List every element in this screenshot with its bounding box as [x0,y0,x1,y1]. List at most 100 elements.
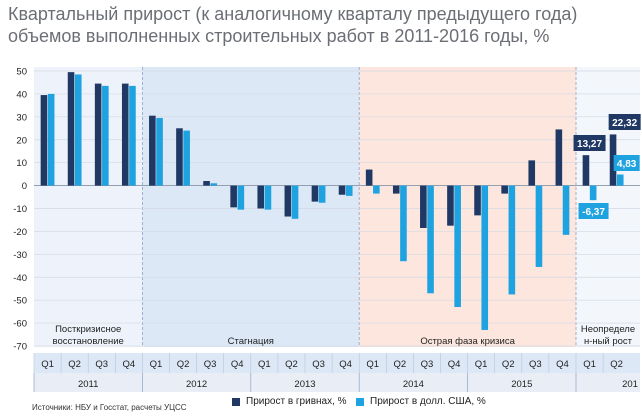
year-label: 201 [622,379,638,390]
data-label-box [608,114,641,130]
x-tick-label: Q1 [150,359,163,370]
phase-label: н-ный рост [584,336,633,347]
data-label-box [573,135,606,151]
bar-uah [149,115,156,186]
x-tick-label: Q3 [529,359,542,370]
legend-usd-swatch [356,397,364,406]
data-label-box [578,203,609,219]
year-axis-band [34,373,640,392]
y-tick-label: -60 [13,319,27,330]
x-tick-label: Q3 [421,359,434,370]
bar-usd [508,185,516,295]
phase-label: восстановление [53,336,124,347]
data-label: 22,32 [612,118,637,129]
bar-usd [129,85,136,186]
x-tick-label: Q4 [339,359,352,370]
year-label: 2011 [78,379,98,390]
y-tick-label: 40 [16,89,27,100]
bar-usd [535,185,543,267]
x-tick-label: Q1 [258,359,271,370]
bar-usd [400,185,407,262]
y-tick-label: -30 [13,250,27,261]
bar-usd [318,185,326,203]
phase-background [142,67,360,347]
bar-uah [338,185,346,195]
bar-uah [420,185,427,228]
bar-uah [40,95,48,186]
bar-uah [176,128,183,186]
bar-usd [47,93,55,186]
y-tick-label: -70 [13,342,27,353]
year-label: 2014 [403,379,424,390]
bar-uah [447,185,454,226]
legend-uah-swatch [232,397,240,406]
bar-usd [373,185,380,194]
year-label: 2012 [186,379,207,390]
legend-usd-label: Прирост в долл. США, % [370,396,486,407]
chart-title-line-2: объемов выполненных строительных работ в… [8,26,550,46]
phase-background [359,67,576,347]
x-tick-label: Q4 [448,359,461,370]
chart-title: Квартальный прирост (к аналогичному квар… [8,3,638,47]
data-label: -6,37 [582,207,605,218]
bar-uah [528,160,536,186]
phase-label: Посткризисное [55,324,121,335]
bar-uah [203,181,210,186]
legend-uah-label: Прирост в гривнах, % [246,396,347,407]
chart-title-line-1: Квартальный прирост (к аналогичному квар… [8,4,578,24]
bar-usd [264,185,272,210]
bar-uah [311,185,319,202]
x-tick-label: Q4 [556,359,569,370]
x-tick-label: Q3 [95,359,108,370]
bar-usd [74,74,82,186]
bar-usd [291,185,299,219]
bar-uah [392,185,400,194]
y-tick-label: 20 [16,135,27,146]
bar-usd [589,185,597,201]
y-tick-label: 30 [16,112,27,123]
bar-usd [156,117,163,186]
bar-uah [67,72,75,186]
bar-uah [609,134,617,186]
bar-uah [284,185,292,217]
bar-uah [501,185,508,194]
y-tick-label: -50 [13,296,27,307]
data-label-box [613,155,640,171]
y-tick-label: 10 [16,158,27,169]
bar-uah [474,185,481,216]
x-tick-label: Q4 [123,359,136,370]
bar-usd [427,185,434,294]
x-tick-label: Q3 [312,359,325,370]
bar-usd [183,130,190,186]
quarter-axis-band [34,353,640,373]
bar-uah [257,185,265,209]
x-tick-label: Q2 [502,359,515,370]
y-tick-label: 0 [22,181,27,192]
year-label: 2013 [294,379,315,390]
x-tick-label: Q1 [41,359,54,370]
source-note: Источники: НБУ и Госстат, расчеты УЦСС [32,403,187,412]
data-label: 4,83 [617,159,637,170]
bar-usd [210,183,218,186]
legend-usd: Прирост в долл. США, % [356,396,486,407]
phase-label: Неопределе [581,324,635,335]
x-tick-label: Q2 [68,359,81,370]
x-tick-label: Q2 [394,359,407,370]
bar-uah [94,83,102,186]
x-tick-label: Q2 [610,359,623,370]
bar-usd [237,185,245,210]
legend-uah: Прирост в гривнах, % [232,396,347,407]
y-tick-label: -10 [13,204,27,215]
data-label: 13,27 [577,139,602,150]
bar-uah [365,169,373,186]
phase-label: Острая фаза кризиса [420,336,515,347]
bar-uah [121,83,129,186]
bar-usd [345,185,353,196]
bar-usd [562,185,570,235]
bar-usd [481,185,489,330]
x-tick-label: Q1 [366,359,379,370]
x-tick-label: Q1 [583,359,596,370]
bar-uah [555,129,563,186]
x-tick-label: Q2 [285,359,298,370]
